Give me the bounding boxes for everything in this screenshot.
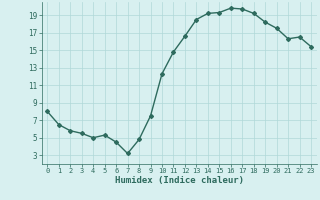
X-axis label: Humidex (Indice chaleur): Humidex (Indice chaleur)	[115, 176, 244, 185]
